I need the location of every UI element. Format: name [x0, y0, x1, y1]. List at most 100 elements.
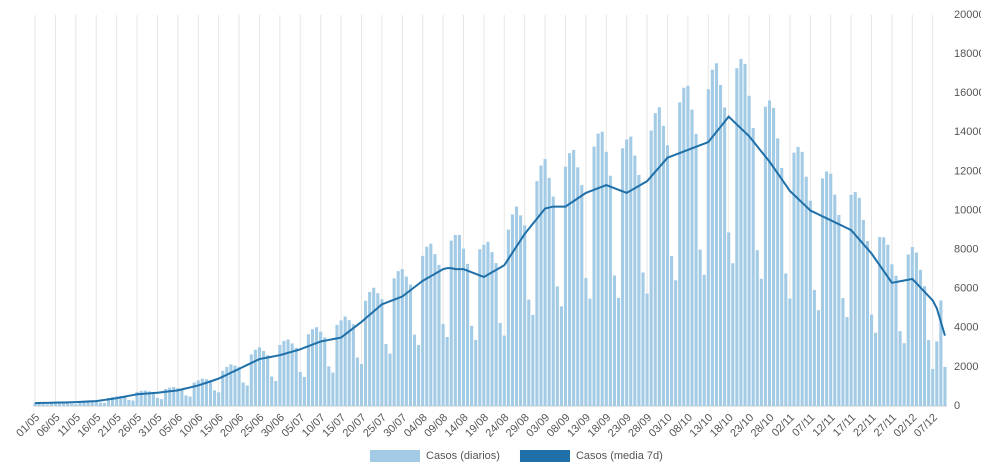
x-tick-label: 28/10 [749, 412, 777, 440]
bar [233, 365, 237, 406]
bar [514, 206, 519, 406]
bar [759, 278, 763, 406]
y-tick-label: 8000 [954, 244, 978, 256]
bar [592, 146, 596, 406]
bar [837, 214, 841, 406]
bar [939, 300, 943, 406]
bar [853, 191, 857, 406]
bar [90, 400, 94, 406]
bar [478, 249, 482, 406]
bar [506, 229, 510, 406]
bar [425, 246, 429, 406]
bar [388, 353, 392, 406]
bar [829, 173, 833, 406]
bar [698, 249, 702, 406]
bar [792, 152, 796, 406]
bar [641, 272, 645, 406]
bar [763, 106, 767, 406]
bar [470, 325, 474, 406]
bar [82, 400, 86, 406]
bar [172, 387, 176, 406]
bar [825, 171, 829, 406]
bar [596, 133, 600, 406]
bar [208, 380, 213, 406]
bar [57, 401, 62, 406]
bar [270, 376, 274, 406]
bar [351, 324, 355, 406]
bar [918, 269, 923, 406]
bar [445, 336, 449, 406]
bar [408, 284, 412, 406]
bar [812, 289, 816, 406]
bar [421, 255, 425, 406]
bar [727, 232, 731, 406]
bar [368, 292, 372, 406]
bar [490, 252, 494, 406]
bar [339, 320, 343, 406]
bar [686, 85, 690, 407]
bar [535, 181, 539, 406]
bar [119, 396, 123, 406]
bar [678, 102, 682, 407]
bar [510, 214, 514, 406]
bar [396, 271, 400, 406]
bar [531, 314, 535, 406]
bar [731, 263, 735, 406]
bar [98, 402, 102, 406]
bar [690, 109, 694, 406]
bar [882, 237, 886, 406]
bar [278, 345, 282, 406]
bar [180, 388, 184, 406]
bar [111, 397, 115, 406]
bar [213, 390, 217, 406]
bar [412, 334, 417, 406]
bar [502, 335, 506, 406]
x-tick-label: 06/05 [35, 412, 63, 440]
bar [816, 310, 821, 406]
bar [176, 388, 180, 406]
x-tick-label: 17/11 [831, 412, 858, 439]
bar [315, 327, 319, 406]
bar [943, 366, 947, 406]
bar [37, 402, 41, 406]
y-tick-label: 2000 [954, 361, 978, 373]
bar [241, 382, 245, 406]
bar [261, 351, 266, 406]
bar [151, 392, 155, 406]
bar [225, 366, 229, 406]
bar [788, 298, 792, 406]
bar [200, 378, 204, 406]
bar [555, 286, 559, 406]
bar [196, 380, 200, 406]
bar [894, 275, 898, 406]
bar [743, 63, 747, 406]
bar [661, 125, 665, 406]
bar [437, 264, 441, 406]
bar [86, 400, 90, 406]
bar [857, 197, 861, 406]
bar [290, 343, 294, 406]
bar [192, 382, 196, 406]
x-tick-label: 12/11 [811, 412, 838, 439]
bar [808, 200, 812, 406]
bar [539, 165, 543, 406]
bar [404, 276, 408, 406]
bar [869, 314, 874, 406]
bar [629, 136, 633, 406]
bar [604, 151, 608, 406]
bar [380, 299, 384, 406]
legend-label: Casos (diarios) [426, 450, 500, 462]
bar [127, 399, 131, 406]
bar [584, 278, 588, 406]
bar [282, 340, 286, 406]
bar [665, 145, 670, 406]
bar [62, 401, 66, 406]
y-tick-label: 18000 [954, 48, 981, 60]
bar [657, 107, 661, 406]
bar [861, 219, 865, 406]
bar [359, 363, 364, 406]
bar [625, 139, 629, 406]
bar [739, 58, 743, 407]
bar [331, 372, 335, 406]
bar [718, 84, 723, 406]
